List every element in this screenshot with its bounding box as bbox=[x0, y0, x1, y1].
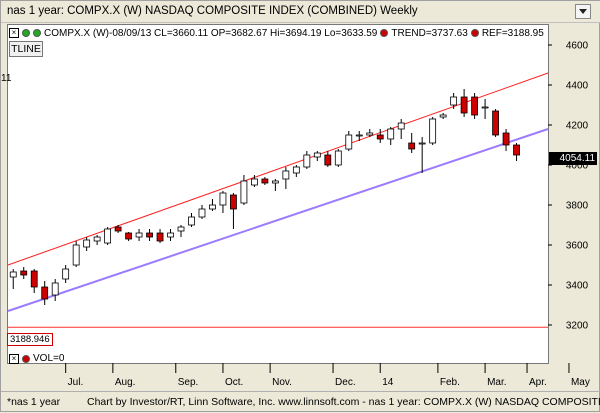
candle-body bbox=[408, 142, 416, 150]
candle-body bbox=[62, 268, 70, 280]
x-tick-label: Aug. bbox=[115, 377, 136, 388]
y-tick-label: 4600 bbox=[566, 41, 589, 52]
candle-body bbox=[282, 170, 290, 180]
y-tick-label: 4200 bbox=[566, 121, 589, 132]
title-dropdown-button[interactable] bbox=[575, 4, 591, 19]
candle-body bbox=[41, 286, 49, 300]
candle-body bbox=[397, 122, 405, 130]
page-tab[interactable]: *nas 1 year bbox=[7, 396, 61, 408]
y-tick-label: 3200 bbox=[566, 321, 589, 332]
candle-body bbox=[156, 232, 164, 242]
candle-body bbox=[345, 134, 353, 150]
candle-body bbox=[355, 134, 363, 137]
ref-readout: REF=3188.95 bbox=[481, 27, 544, 39]
x-tick-label: Apr. bbox=[529, 377, 547, 388]
candle-body bbox=[9, 271, 17, 278]
candle-body bbox=[177, 226, 185, 232]
y-tick-label: 4400 bbox=[566, 81, 589, 92]
candle-body bbox=[418, 142, 426, 145]
candle-body bbox=[188, 216, 195, 226]
credit-text: Chart by Investor/RT, Linn Software, Inc… bbox=[87, 396, 600, 408]
candle-body bbox=[114, 226, 122, 232]
left-axis-stub: 11 bbox=[1, 73, 12, 84]
tline-button[interactable]: TLINE bbox=[9, 41, 43, 57]
candle-body bbox=[30, 270, 38, 288]
y-tick-label: 4000 bbox=[566, 161, 589, 172]
trend-readout: TREND=3737.63 bbox=[391, 27, 468, 39]
candle-body bbox=[20, 270, 28, 276]
candle-body bbox=[439, 114, 447, 118]
series-dot-icon[interactable] bbox=[22, 29, 30, 37]
series-readout: COMPX.X (W)-08/09/13 CL=3660.11 OP=3682.… bbox=[44, 27, 378, 39]
candle-body bbox=[492, 110, 499, 136]
candle-body bbox=[125, 232, 132, 240]
x-tick-label: Oct. bbox=[225, 377, 243, 388]
candle-body bbox=[313, 152, 321, 158]
y-tick-label: 3400 bbox=[566, 281, 589, 292]
plot-area[interactable] bbox=[7, 24, 549, 364]
candle-body bbox=[230, 194, 237, 210]
candle-body bbox=[167, 232, 174, 238]
candle-body bbox=[104, 228, 112, 244]
candle-body bbox=[334, 150, 342, 166]
volume-readout: VOL=0 bbox=[33, 353, 65, 364]
x-tick-label: Nov. bbox=[272, 377, 292, 388]
candle-body bbox=[481, 106, 489, 109]
last-price-tag: 4054.11 bbox=[549, 152, 597, 165]
upper-trend-line bbox=[7, 72, 549, 266]
candle-body bbox=[513, 144, 520, 156]
volume-legend: × VOL=0 bbox=[9, 353, 64, 364]
series-dot-icon-2[interactable] bbox=[33, 29, 41, 37]
volume-dot-icon[interactable] bbox=[22, 354, 30, 363]
x-tick-label: Sep. bbox=[178, 377, 199, 388]
candle-body bbox=[502, 132, 510, 146]
candle-body bbox=[146, 232, 153, 238]
lower-trend-line bbox=[7, 128, 549, 312]
title-bar: nas 1 year: COMPX.X (W) NASDAQ COMPOSITE… bbox=[1, 1, 600, 23]
candle-body bbox=[240, 180, 248, 204]
candle-body bbox=[93, 236, 101, 242]
chevron-down-icon bbox=[579, 9, 587, 14]
x-tick-label: Jul. bbox=[68, 377, 84, 388]
x-tick-label: Mar. bbox=[487, 377, 506, 388]
x-tick-label: Dec. bbox=[335, 377, 356, 388]
candle-body bbox=[460, 96, 468, 114]
legend: × COMPX.X (W)-08/09/13 CL=3660.11 OP=368… bbox=[9, 26, 544, 40]
candle-body bbox=[303, 154, 311, 168]
candle-body bbox=[292, 166, 300, 174]
candle-body bbox=[51, 282, 59, 296]
candle-body bbox=[429, 118, 437, 144]
y-tick-label: 3800 bbox=[566, 201, 589, 212]
x-tick-label: 14 bbox=[382, 377, 394, 388]
close-icon[interactable]: × bbox=[9, 28, 19, 38]
status-bar: *nas 1 year Chart by Investor/RT, Linn S… bbox=[1, 391, 600, 413]
candle-body bbox=[471, 96, 479, 116]
close-icon[interactable]: × bbox=[9, 353, 19, 364]
candle-body bbox=[209, 204, 216, 210]
ref-dot-icon[interactable] bbox=[470, 29, 479, 37]
window-title: nas 1 year: COMPX.X (W) NASDAQ COMPOSITE… bbox=[7, 5, 418, 17]
candle-body bbox=[83, 239, 91, 248]
candle-body bbox=[271, 180, 279, 184]
candle-body bbox=[198, 208, 206, 218]
ref-level-label: 3188.946 bbox=[7, 333, 53, 346]
trend-dot-icon[interactable] bbox=[380, 29, 389, 37]
candle-body bbox=[387, 128, 395, 140]
candle-body bbox=[251, 178, 258, 186]
candle-body bbox=[135, 232, 143, 238]
y-tick-label: 3600 bbox=[566, 241, 589, 252]
candle-body bbox=[72, 244, 80, 266]
candle-body bbox=[376, 134, 384, 140]
x-tick-label: May bbox=[571, 377, 590, 388]
candle-body bbox=[219, 192, 227, 206]
candle-body bbox=[261, 178, 269, 184]
x-tick-label: Feb. bbox=[440, 377, 460, 388]
candle-body bbox=[450, 96, 458, 106]
candle-body bbox=[324, 154, 332, 166]
candle-body bbox=[366, 132, 374, 136]
